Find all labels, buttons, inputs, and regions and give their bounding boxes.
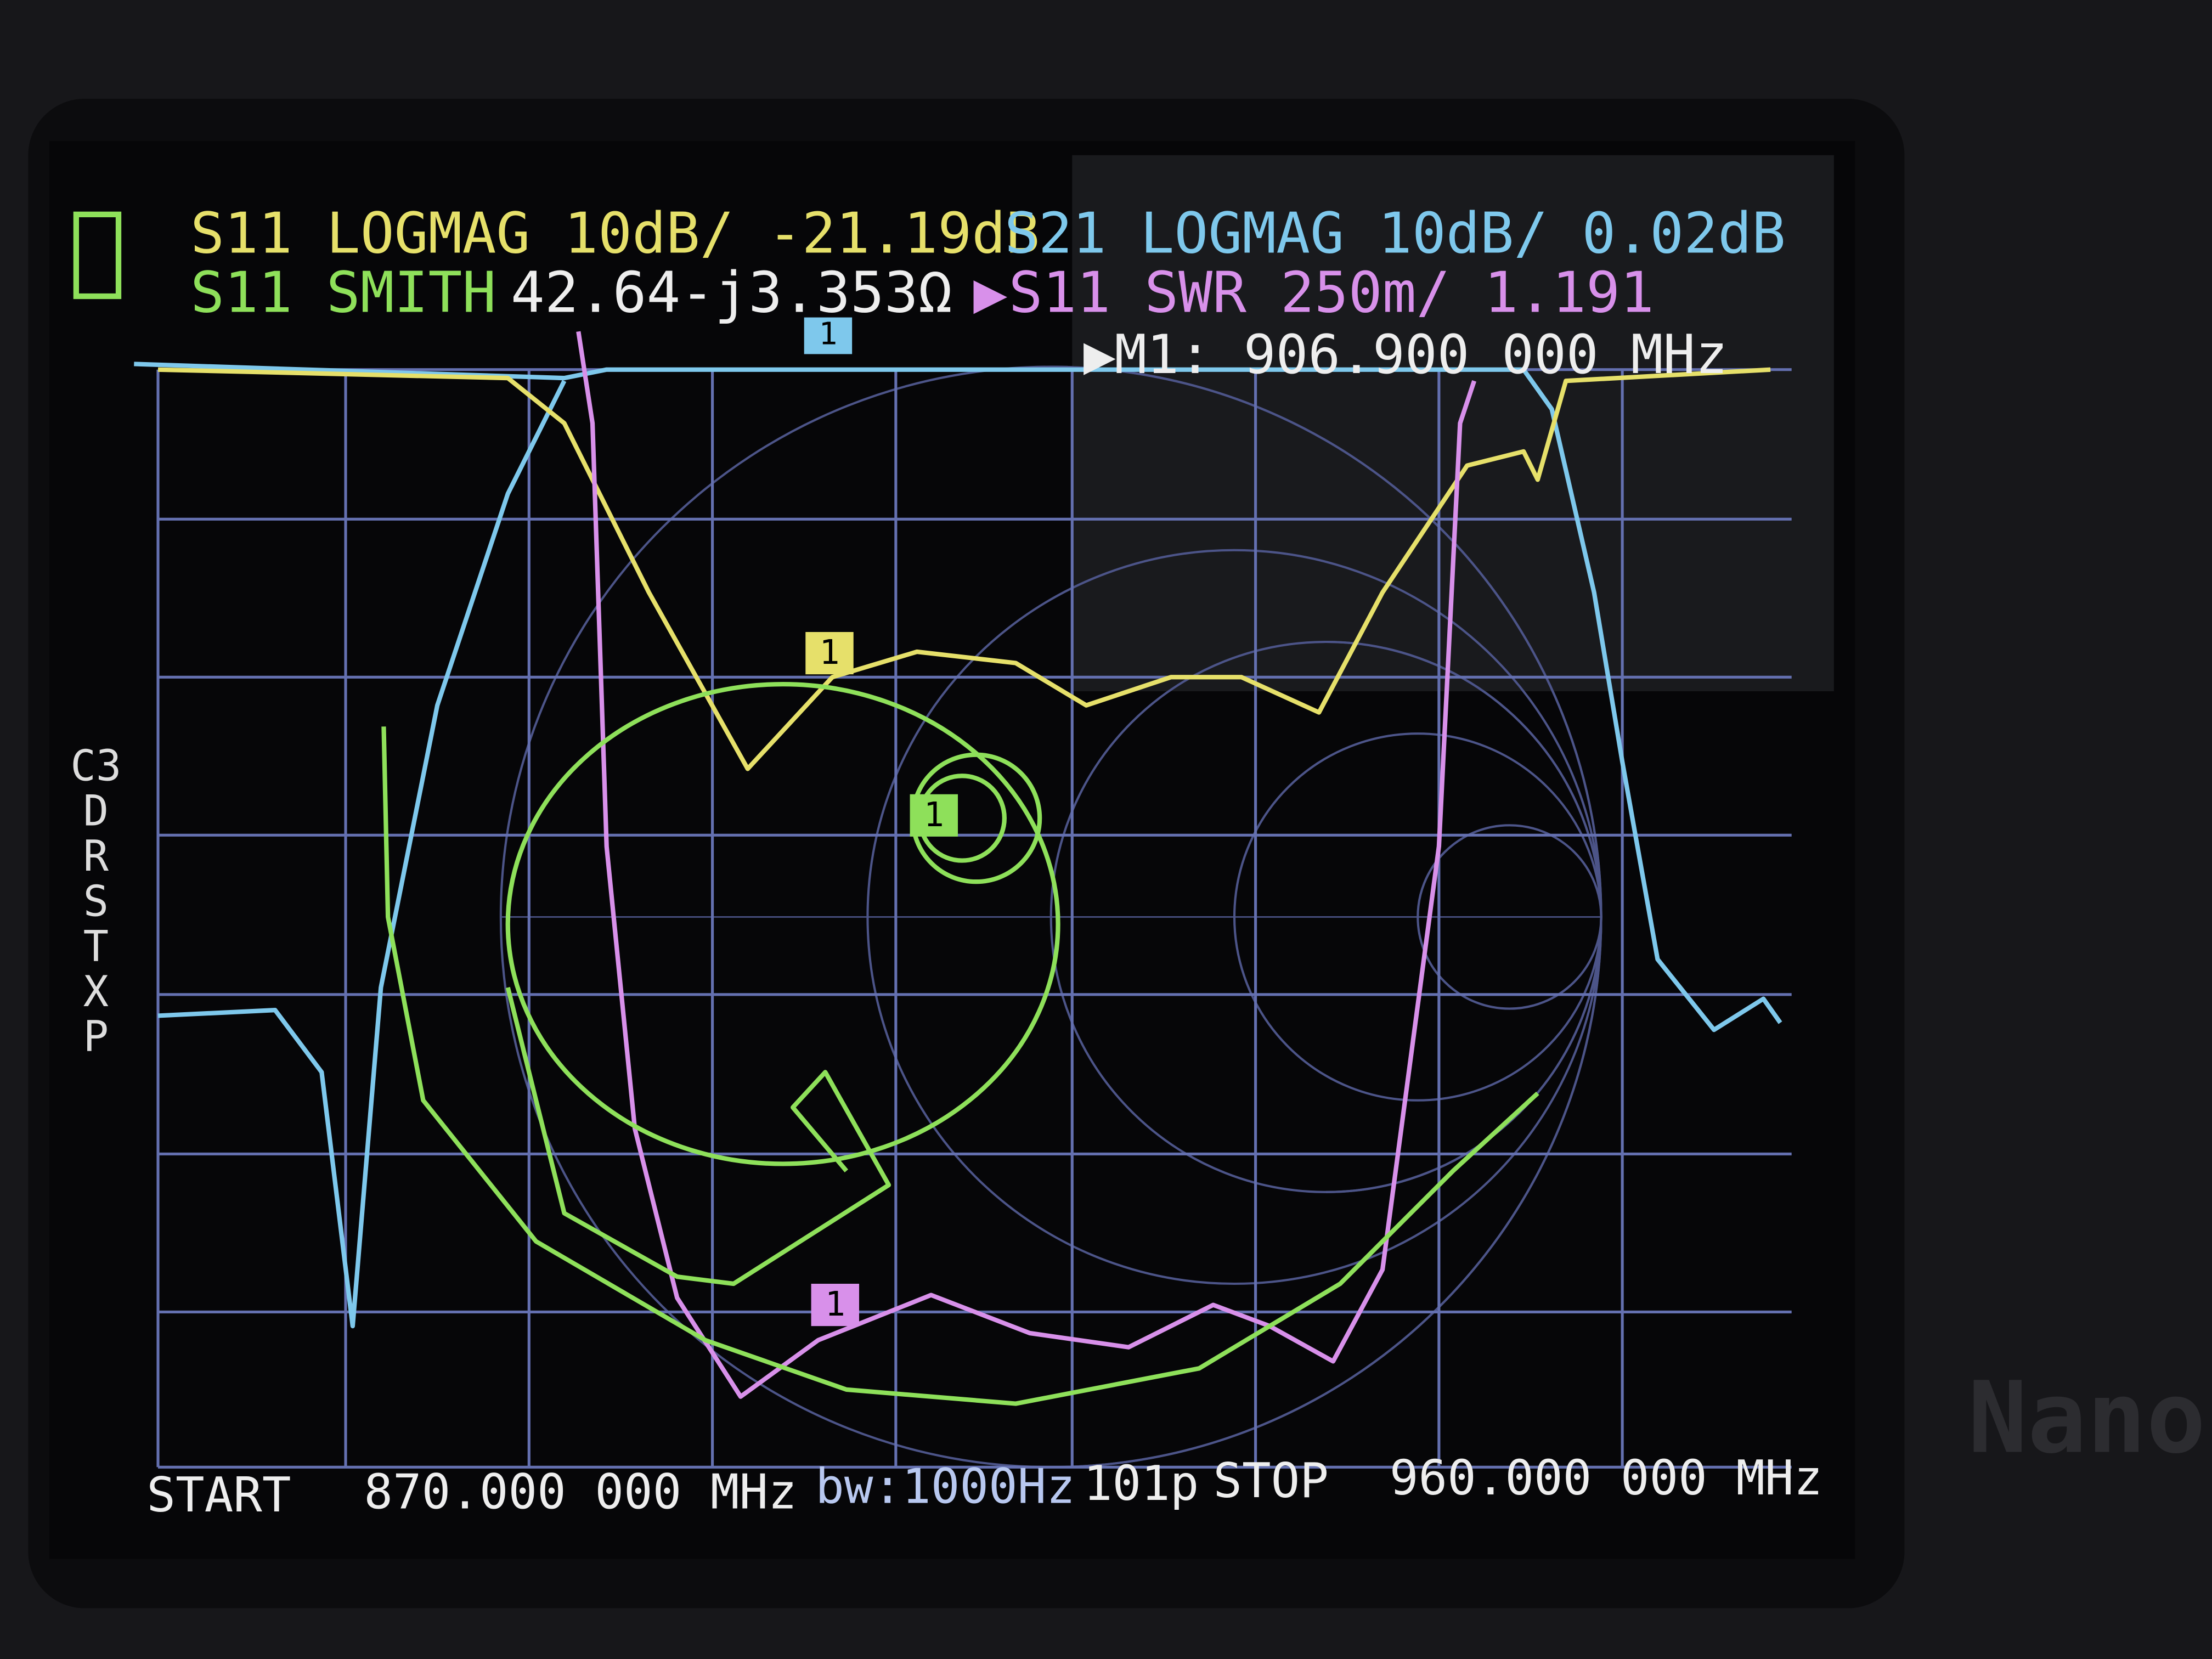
trace-s11-swr [576,331,1477,1399]
marker-flag [811,1284,859,1327]
cal-status: T [83,922,109,972]
trace-s11-smith-loop [505,682,1060,1166]
cal-status: D [83,787,109,836]
marker-label: 1 [924,795,944,834]
trace-info: S11 LOGMAG 10dB/ -21.19dB [190,201,1040,266]
marker-flag [805,632,854,675]
marker-flag [804,317,853,354]
marker-label: 1 [819,633,839,672]
markers: 1 1 1 1 [804,316,958,1327]
brand: Nano [1968,1361,2205,1475]
footer: START 870.000 000 MHz bw:1000Hz 101p STO… [146,1450,1822,1523]
start-label: START [146,1467,291,1523]
trace-info: S11 SWR 250m/ 1.191 [1009,260,1654,325]
trace-s21-low [157,380,567,1329]
stop-label: STOP [1213,1453,1329,1509]
stop-frequency: 960.000 000 MHz [1390,1450,1822,1506]
bandwidth: bw:1000Hz [815,1458,1075,1514]
marker-label: 1 [819,316,837,352]
trace-info: ▶ [973,260,1007,325]
marker-info: M1: 906.900 000 MHz [1114,324,1728,386]
side-menu: C3 D R S T X P [70,741,121,1062]
trace-s11-smith [381,726,1539,1406]
points: 101p [1084,1455,1199,1511]
marker-flag [910,794,958,837]
trace-s21 [134,362,1782,1032]
trace-value: 42.64-j3.353Ω [511,260,952,325]
cal-status: C3 [70,741,121,791]
smith-chart [499,365,1602,1469]
status-bar: S11 LOGMAG 10dB/ -21.19dB S21 LOGMAG 10d… [73,201,1786,386]
cal-status: X [83,967,109,1017]
trace-s11-logmag [157,367,1771,771]
trace-info: S21 LOGMAG 10dB/ 0.02dB [1005,201,1786,266]
cal-status: S [83,877,109,926]
cal-status: P [83,1012,109,1062]
marker-arrow: ▶ [1084,324,1116,386]
cal-status: R [83,832,109,881]
start-frequency: 870.000 000 MHz [364,1464,797,1520]
trace-s11-smith-loop [505,987,891,1286]
marker-label: 1 [825,1284,845,1324]
battery-icon [73,211,122,300]
trace-info: S11 SMITH [190,260,496,325]
